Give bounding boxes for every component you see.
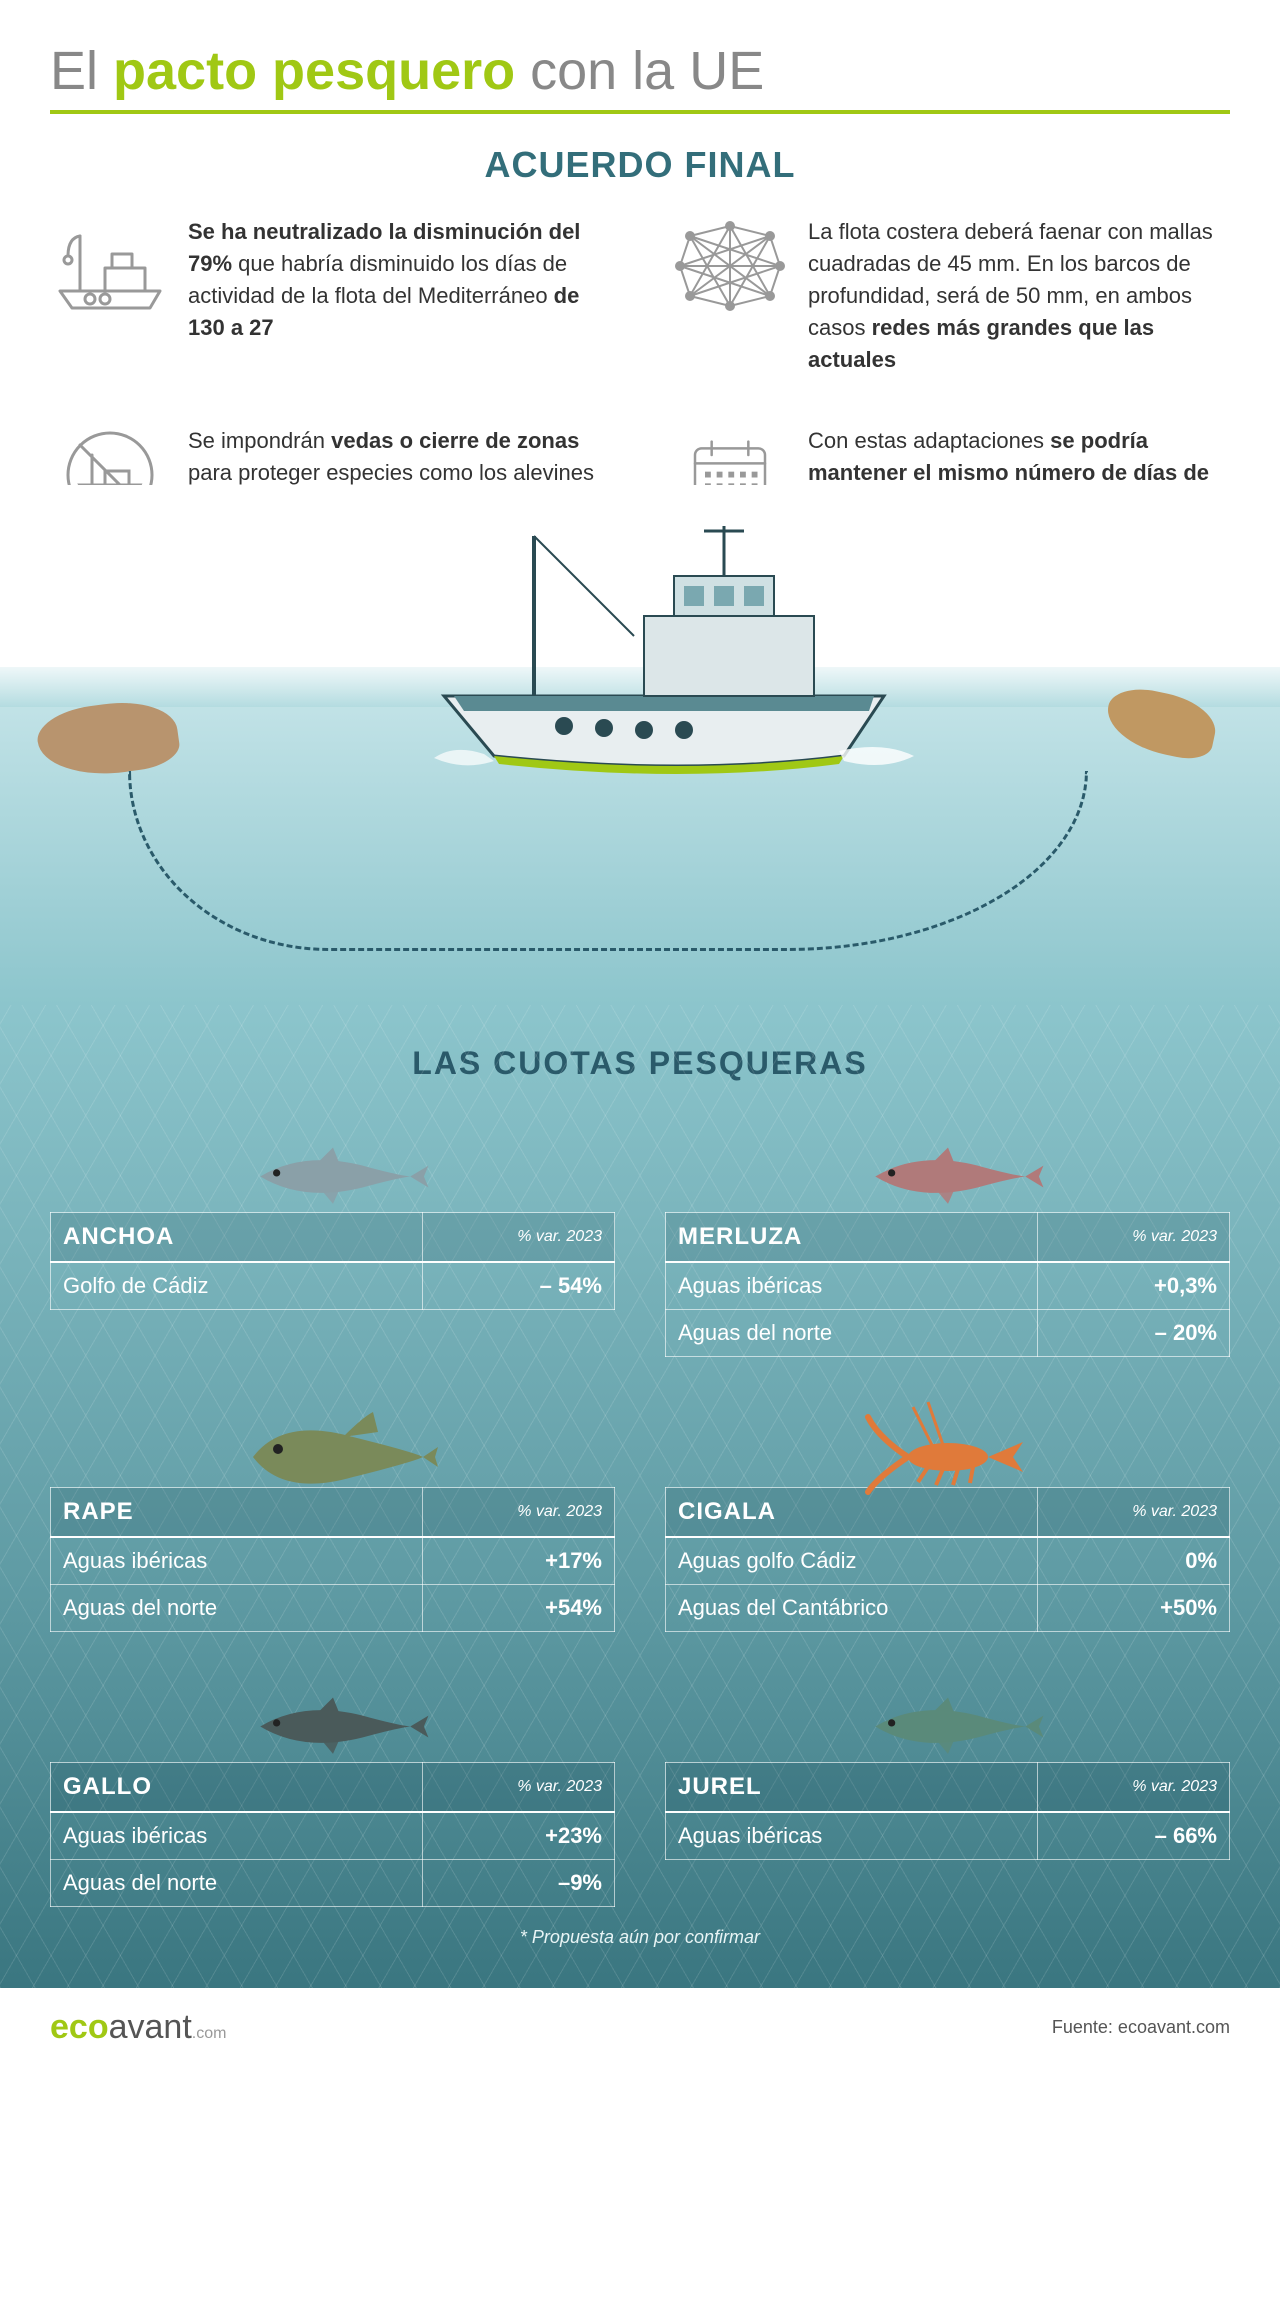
table-row: Aguas ibéricas – 66%	[666, 1812, 1230, 1860]
jurel-icon	[665, 1662, 1230, 1772]
rock-icon	[34, 694, 182, 783]
table-row: Aguas golfo Cádiz 0%	[666, 1537, 1230, 1585]
table-row: Aguas del Cantábrico +50%	[666, 1585, 1230, 1632]
region-cell: Aguas golfo Cádiz	[666, 1537, 1038, 1585]
title-pre: El	[50, 41, 113, 101]
quota-table: MERLUZA % var. 2023 Aguas ibéricas +0,3%…	[665, 1212, 1230, 1357]
boat-illustration	[0, 485, 1280, 1005]
rape-icon	[50, 1387, 615, 1497]
region-cell: Aguas ibéricas	[51, 1812, 423, 1860]
quota-section: LAS CUOTAS PESQUERAS ANCHOA % var. 2023 …	[0, 1005, 1280, 1988]
value-cell: 0%	[1038, 1537, 1230, 1585]
quota-card-merluza: MERLUZA % var. 2023 Aguas ibéricas +0,3%…	[665, 1112, 1230, 1357]
logo: ecoavant.com	[50, 2008, 226, 2047]
var-label: % var. 2023	[1038, 1488, 1230, 1538]
var-label: % var. 2023	[1038, 1213, 1230, 1263]
var-label: % var. 2023	[1038, 1763, 1230, 1813]
callout-text: Se ha neutralizado la disminución del 79…	[188, 216, 610, 344]
callout-text: La flota costera deberá faenar con malla…	[808, 216, 1230, 375]
value-cell: +50%	[1038, 1585, 1230, 1632]
quota-card-jurel: JUREL % var. 2023 Aguas ibéricas – 66%	[665, 1662, 1230, 1907]
title-post: con la UE	[515, 41, 764, 101]
value-cell: – 54%	[423, 1262, 615, 1310]
trawler-boat-icon	[384, 496, 944, 796]
table-row: Aguas del norte – 20%	[666, 1310, 1230, 1357]
table-row: Aguas ibéricas +0,3%	[666, 1262, 1230, 1310]
var-label: % var. 2023	[423, 1763, 615, 1813]
region-cell: Golfo de Cádiz	[51, 1262, 423, 1310]
merluza-icon	[665, 1112, 1230, 1222]
boat-crane-icon	[50, 216, 170, 316]
gallo-icon	[50, 1662, 615, 1772]
region-cell: Aguas del Cantábrico	[666, 1585, 1038, 1632]
quota-table: RAPE % var. 2023 Aguas ibéricas +17% Agu…	[50, 1487, 615, 1632]
subtitle: ACUERDO FINAL	[50, 144, 1230, 186]
page-title: El pacto pesquero con la UE	[50, 40, 1230, 102]
value-cell: +54%	[423, 1585, 615, 1632]
cigala-icon	[665, 1387, 1230, 1497]
callout-grid: Se ha neutralizado la disminución del 79…	[50, 216, 1230, 525]
value-cell: +0,3%	[1038, 1262, 1230, 1310]
value-cell: +17%	[423, 1537, 615, 1585]
quota-table: ANCHOA % var. 2023 Golfo de Cádiz – 54%	[50, 1212, 615, 1310]
table-row: Aguas ibéricas +23%	[51, 1812, 615, 1860]
region-cell: Aguas del norte	[666, 1310, 1038, 1357]
quota-table: CIGALA % var. 2023 Aguas golfo Cádiz 0% …	[665, 1487, 1230, 1632]
source-text: Fuente: ecoavant.com	[1052, 2017, 1230, 2038]
quota-title: LAS CUOTAS PESQUERAS	[50, 1045, 1230, 1082]
net-icon	[670, 216, 790, 316]
region-cell: Aguas ibéricas	[51, 1537, 423, 1585]
quota-card-rape: RAPE % var. 2023 Aguas ibéricas +17% Agu…	[50, 1387, 615, 1632]
region-cell: Aguas ibéricas	[666, 1262, 1038, 1310]
callout-nets: La flota costera deberá faenar con malla…	[670, 216, 1230, 375]
value-cell: – 20%	[1038, 1310, 1230, 1357]
quota-card-gallo: GALLO % var. 2023 Aguas ibéricas +23% Ag…	[50, 1662, 615, 1907]
var-label: % var. 2023	[423, 1213, 615, 1263]
logo-eco: eco	[50, 2008, 109, 2046]
title-underline	[50, 110, 1230, 114]
value-cell: –9%	[423, 1860, 615, 1907]
table-row: Golfo de Cádiz – 54%	[51, 1262, 615, 1310]
value-cell: +23%	[423, 1812, 615, 1860]
callout-neutralized: Se ha neutralizado la disminución del 79…	[50, 216, 610, 375]
table-row: Aguas ibéricas +17%	[51, 1537, 615, 1585]
quota-card-cigala: CIGALA % var. 2023 Aguas golfo Cádiz 0% …	[665, 1387, 1230, 1632]
anchoa-icon	[50, 1112, 615, 1222]
table-row: Aguas del norte –9%	[51, 1860, 615, 1907]
logo-domain: .com	[192, 2025, 227, 2042]
title-highlight: pacto pesquero	[113, 41, 515, 101]
value-cell: – 66%	[1038, 1812, 1230, 1860]
table-row: Aguas del norte +54%	[51, 1585, 615, 1632]
quota-table: JUREL % var. 2023 Aguas ibéricas – 66%	[665, 1762, 1230, 1860]
region-cell: Aguas ibéricas	[666, 1812, 1038, 1860]
var-label: % var. 2023	[423, 1488, 615, 1538]
quota-card-anchoa: ANCHOA % var. 2023 Golfo de Cádiz – 54%	[50, 1112, 615, 1357]
logo-avant: avant	[109, 2008, 192, 2046]
quota-table: GALLO % var. 2023 Aguas ibéricas +23% Ag…	[50, 1762, 615, 1907]
region-cell: Aguas del norte	[51, 1860, 423, 1907]
region-cell: Aguas del norte	[51, 1585, 423, 1632]
fishing-net-line	[128, 771, 1088, 951]
footer: ecoavant.com Fuente: ecoavant.com	[0, 1988, 1280, 2067]
footnote: * Propuesta aún por confirmar	[50, 1927, 1230, 1948]
